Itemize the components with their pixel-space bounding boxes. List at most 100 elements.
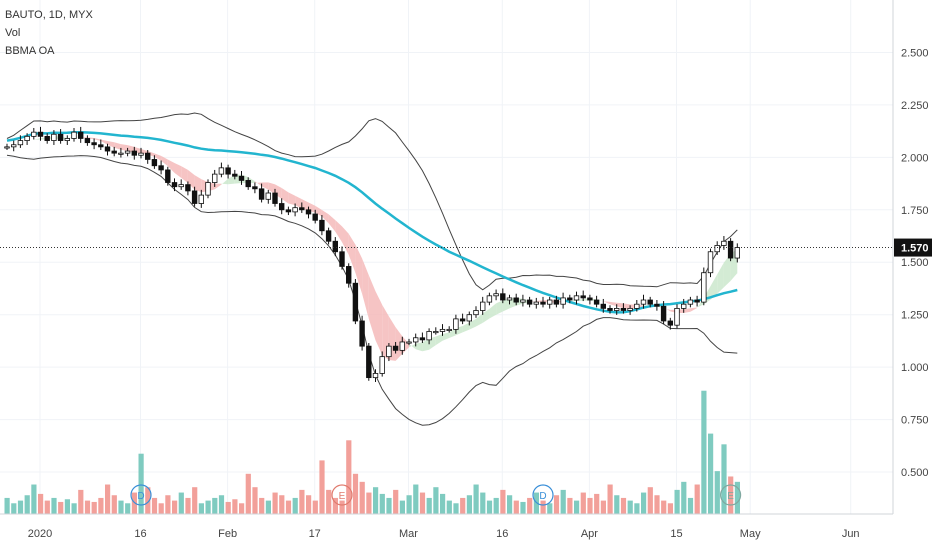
candle-body bbox=[627, 307, 633, 311]
candle-body bbox=[479, 301, 486, 311]
candle-body bbox=[640, 299, 647, 305]
time-tick-label: May bbox=[740, 528, 761, 540]
candle-body bbox=[78, 131, 84, 139]
candle-body bbox=[325, 230, 332, 242]
volume-bar bbox=[64, 499, 70, 514]
bbma-fill-segment bbox=[342, 226, 349, 255]
time-tick-label: Feb bbox=[218, 528, 237, 540]
bbma-fill-segment bbox=[120, 144, 128, 152]
volume-label[interactable]: Vol bbox=[5, 27, 21, 39]
event-label: D bbox=[137, 491, 144, 502]
candle-body bbox=[473, 310, 479, 316]
volume-bar bbox=[641, 492, 647, 514]
volume-bar bbox=[98, 497, 104, 514]
volume-bar bbox=[51, 497, 57, 514]
volume-bar bbox=[426, 497, 432, 514]
indicator-label[interactable]: BBMA OA bbox=[5, 45, 55, 57]
candle-body bbox=[506, 297, 513, 301]
candle-body bbox=[486, 295, 493, 303]
candle-body bbox=[111, 150, 117, 154]
candle-body bbox=[292, 207, 298, 213]
time-axis[interactable]: 202016Feb17Mar16Apr15MayJun16Jul15 bbox=[0, 513, 932, 540]
price-axis[interactable]: 2.500 2.250 2.000 1.750 1.500 1.250 1.000 0.750… bbox=[892, 0, 929, 514]
candle-body bbox=[647, 299, 653, 305]
candle-body bbox=[392, 345, 399, 351]
bbma-fill-segment bbox=[228, 174, 235, 185]
candle-body bbox=[91, 142, 97, 146]
volume-bar bbox=[105, 484, 111, 514]
candle-body bbox=[540, 301, 546, 305]
volume-bar bbox=[212, 497, 218, 514]
candle-body bbox=[232, 173, 238, 177]
bbma-fill-segment bbox=[717, 262, 724, 294]
volume-bar bbox=[111, 495, 117, 514]
bbma-fill-segment bbox=[435, 333, 443, 346]
volume-bar bbox=[265, 500, 271, 514]
candle-body bbox=[171, 182, 178, 188]
symbol-label[interactable]: BAUTO, 1D, MYX bbox=[5, 9, 93, 21]
candle-body bbox=[64, 138, 70, 141]
candle-body bbox=[185, 184, 191, 192]
candle-body bbox=[144, 152, 151, 160]
candle-body bbox=[305, 209, 312, 215]
volume-bar bbox=[567, 497, 573, 514]
candle-body bbox=[734, 247, 740, 259]
candle-body bbox=[707, 251, 714, 274]
candle-body bbox=[399, 341, 405, 351]
candle-body bbox=[238, 175, 245, 181]
volume-bar bbox=[178, 492, 184, 514]
candle-body bbox=[205, 182, 211, 196]
candle-body bbox=[211, 173, 218, 183]
candlesticks bbox=[4, 126, 740, 383]
volume-bar bbox=[38, 493, 44, 514]
volume-bar bbox=[714, 471, 720, 514]
price-tick-label: 1.000 bbox=[901, 362, 929, 374]
candle-body bbox=[24, 135, 30, 141]
volume-bar bbox=[594, 493, 600, 514]
candle-body bbox=[218, 167, 225, 175]
bollinger-bands bbox=[6, 112, 738, 426]
bbma-fill-segment bbox=[161, 155, 168, 167]
volume-bar bbox=[500, 489, 506, 514]
volume-bar bbox=[527, 497, 533, 514]
candle-body bbox=[526, 299, 533, 305]
candle-body bbox=[701, 272, 707, 303]
volume-bar bbox=[192, 487, 198, 514]
candle-body bbox=[439, 328, 446, 332]
candle-body bbox=[124, 150, 131, 154]
chart-legend: BAUTO, 1D, MYX Vol BBMA OA bbox=[5, 6, 93, 60]
volume-bar bbox=[306, 495, 312, 514]
candle-body bbox=[667, 320, 673, 326]
price-tick-label: 2.000 bbox=[901, 152, 929, 164]
candle-body bbox=[352, 282, 359, 322]
candle-body bbox=[620, 307, 627, 311]
last-price-label: 1.570 bbox=[901, 243, 929, 255]
candle-body bbox=[687, 299, 694, 305]
event-label: D bbox=[539, 491, 546, 502]
volume-bar bbox=[205, 500, 211, 514]
candle-body bbox=[372, 373, 379, 379]
candle-body bbox=[104, 146, 111, 152]
volume-bar bbox=[11, 503, 17, 514]
volume-bar bbox=[165, 495, 171, 514]
ma-line bbox=[6, 130, 738, 314]
volume-bar bbox=[78, 489, 84, 514]
candle-body bbox=[681, 303, 687, 309]
volume-bar bbox=[299, 489, 305, 514]
price-tick-label: 2.500 bbox=[901, 47, 929, 59]
bbma-fill-segment bbox=[321, 210, 329, 224]
volume-bar bbox=[667, 503, 673, 514]
volume-bar bbox=[352, 473, 359, 514]
bbma-fill-segment bbox=[174, 163, 182, 178]
candle-body bbox=[345, 266, 352, 284]
bbma-fill-segment bbox=[167, 159, 175, 173]
event-circle bbox=[719, 484, 742, 506]
last-price-tag bbox=[894, 238, 932, 257]
bbma-fill-segment bbox=[596, 299, 604, 302]
bbma-fill-segment bbox=[114, 142, 121, 150]
bbma-fill-segment bbox=[107, 140, 115, 148]
event-label: E bbox=[727, 491, 734, 502]
bbma-fill-segment bbox=[616, 302, 624, 309]
time-tick-label: 17 bbox=[309, 528, 321, 540]
